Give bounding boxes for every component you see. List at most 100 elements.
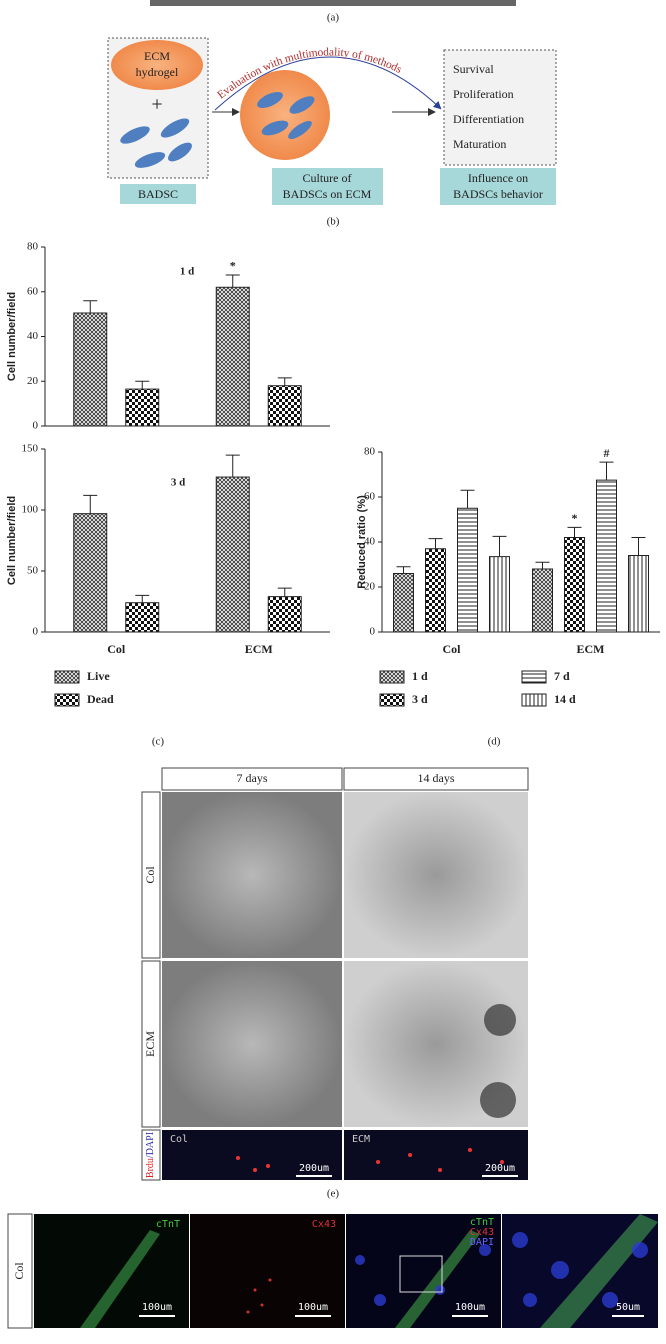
behavior: Proliferation <box>453 87 514 101</box>
bar <box>564 537 585 633</box>
legend-swatch <box>54 693 80 707</box>
y-tick-label: 0 <box>33 420 39 432</box>
x-tick-label: Col <box>443 642 462 656</box>
scale-bar-label: 200um <box>299 1163 329 1174</box>
row-cell <box>141 1129 161 1181</box>
behavior: Survival <box>453 62 494 76</box>
influence-label: Influence on <box>468 171 528 185</box>
scale-bar-label: 100um <box>142 1302 172 1313</box>
image-tag: Col <box>170 1134 188 1145</box>
micrograph <box>162 1130 342 1180</box>
y-tick-label: 20 <box>27 375 39 387</box>
row-label: Brdu/DAPI <box>145 1132 156 1178</box>
culture-label: BADSCs on ECM <box>283 187 372 201</box>
column-label: 14 days <box>418 771 455 785</box>
legend-swatch <box>54 670 80 684</box>
stain: /DAPI <box>145 1132 156 1158</box>
bar <box>215 286 250 427</box>
scale-bar-label: 100um <box>455 1302 485 1313</box>
panel-label: (b) <box>327 216 340 228</box>
row-cell <box>141 791 161 959</box>
y-tick-label: 50 <box>27 565 39 577</box>
error-bar <box>277 587 292 597</box>
x-tick-label: ECM <box>577 642 605 656</box>
bar <box>457 507 478 633</box>
error-bar <box>225 454 240 478</box>
y-axis-label: Cell number/field <box>6 292 18 381</box>
zoom-box <box>399 1255 443 1293</box>
micrograph <box>190 1214 345 1328</box>
micrograph <box>344 792 528 958</box>
bar <box>489 556 510 633</box>
behavior: Maturation <box>453 137 506 151</box>
fiber <box>540 1214 658 1328</box>
bar <box>532 568 553 633</box>
cell-cluster <box>484 1004 516 1036</box>
hydrogel-label: hydrogel <box>136 65 179 79</box>
bar <box>215 476 250 633</box>
image-tag: Cx43 <box>312 1219 336 1230</box>
y-tick-label: 60 <box>27 285 39 297</box>
source-label: BADSC <box>138 187 178 201</box>
bar <box>267 385 302 427</box>
y-tick-label: 0 <box>33 626 39 638</box>
header-cell <box>343 767 529 791</box>
bar <box>73 312 108 427</box>
y-tick-label: 20 <box>364 581 376 593</box>
row-label: Col <box>12 1262 26 1280</box>
error-bar <box>428 538 443 549</box>
row-label: Col <box>143 866 157 884</box>
image-tag: DAPI <box>470 1237 494 1248</box>
legend-label: 14 d <box>554 692 576 706</box>
stain: Brdu <box>145 1158 156 1178</box>
y-axis-label: Reduced ratio (%) <box>356 495 368 589</box>
label-box <box>440 168 556 205</box>
bar <box>393 573 414 633</box>
bar <box>267 596 302 633</box>
error-bar <box>567 526 582 538</box>
legend-swatch <box>521 693 547 707</box>
image-tag: ECM <box>352 1134 370 1145</box>
panel-label: (d) <box>488 736 501 748</box>
error-bar <box>277 377 292 386</box>
y-tick-label: 150 <box>22 443 39 455</box>
legend-label: 1 d <box>412 669 428 683</box>
error-bar <box>631 537 646 556</box>
y-tick-label: 40 <box>27 330 39 342</box>
y-tick-label: 60 <box>364 491 376 503</box>
legend-label: 7 d <box>554 669 570 683</box>
behavior: Differentiation <box>453 112 524 126</box>
significance-marker: * <box>572 511 578 525</box>
error-bar <box>599 461 614 481</box>
scale-bar-label: 100um <box>298 1302 328 1313</box>
panel-label: (c) <box>152 736 165 748</box>
culture-dish <box>240 70 330 160</box>
error-bar <box>83 494 98 514</box>
x-tick-label: Col <box>107 642 126 656</box>
legend-label: Dead <box>87 692 114 706</box>
y-tick-label: 100 <box>22 504 39 516</box>
x-tick-label: ECM <box>245 642 273 656</box>
influence-label: BADSCs behavior <box>453 187 543 201</box>
legend-swatch <box>379 670 405 684</box>
hydrogel <box>111 40 203 90</box>
bar <box>125 602 160 633</box>
bar <box>73 513 108 633</box>
error-bar <box>492 535 507 557</box>
chart-title: 1 d <box>180 266 194 278</box>
fiber <box>80 1230 160 1328</box>
error-bar <box>135 380 150 390</box>
label-box <box>120 184 196 204</box>
micrograph <box>162 792 342 958</box>
row-cell <box>7 1213 33 1329</box>
cells <box>257 91 315 140</box>
behavior-box <box>443 49 557 166</box>
bar <box>628 555 649 633</box>
fiber <box>395 1230 480 1328</box>
cx43-dots <box>246 1278 272 1314</box>
error-bar <box>83 300 98 314</box>
error-bar <box>535 561 550 569</box>
culture-label: Culture of <box>303 171 352 185</box>
column-label: 7 days <box>237 771 268 785</box>
